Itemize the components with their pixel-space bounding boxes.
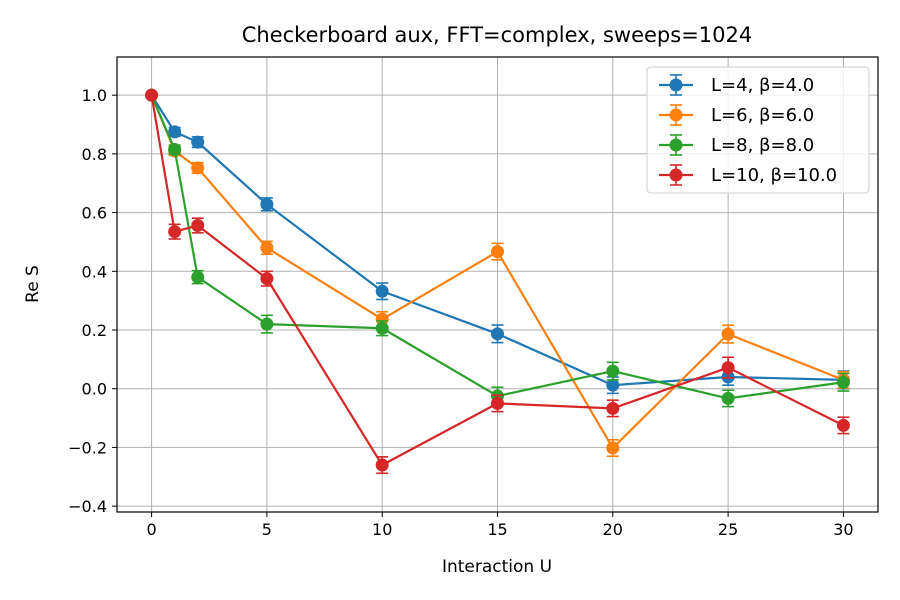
- series-1: [145, 88, 850, 395]
- y-tick-label: 0.8: [82, 145, 107, 164]
- data-point: [836, 375, 850, 389]
- legend-box: [646, 66, 870, 194]
- data-point: [191, 218, 205, 232]
- data-point: [721, 327, 735, 341]
- y-axis-title: Re S: [23, 265, 43, 303]
- legend: L=4, β=4.0 L=6, β=6.0 L=8, β=8.0 L=10, β=10…: [646, 66, 870, 194]
- series-4: [145, 88, 850, 475]
- legend-item: L=4, β=4.0: [659, 74, 814, 96]
- data-point: [491, 327, 504, 341]
- data-point: [375, 321, 389, 335]
- data-point: [491, 396, 504, 410]
- data-point: [721, 391, 735, 405]
- data-point: [375, 458, 389, 472]
- data-point: [721, 361, 735, 375]
- data-point: [145, 88, 159, 102]
- data-point: [191, 270, 205, 284]
- y-tick-label: 0.2: [82, 321, 107, 340]
- data-point: [606, 364, 620, 378]
- y-tick-label: 0.6: [82, 204, 107, 223]
- data-point: [606, 401, 620, 415]
- legend-marker: [669, 168, 683, 182]
- ticks: 0 5 10 15 20 25 30 −0.4 −0.2 0.0 0.2 0.4 0.6 0.8 1.0: [68, 86, 853, 539]
- data-point: [606, 378, 620, 392]
- legend-marker: [669, 138, 683, 152]
- data-point: [375, 284, 389, 298]
- legend-label: L=8, β=8.0: [711, 135, 814, 156]
- data-point: [260, 241, 274, 255]
- legend-label: L=4, β=4.0: [711, 75, 814, 96]
- legend-marker: [669, 108, 683, 122]
- y-tick-label: 0.4: [82, 262, 107, 281]
- data-point: [260, 197, 274, 211]
- data-point: [491, 245, 504, 259]
- x-axis-title: Interaction U: [442, 557, 552, 577]
- x-tick-label: 20: [603, 520, 623, 539]
- data-point: [168, 142, 182, 156]
- data-point: [168, 225, 182, 239]
- legend-label: L=6, β=6.0: [711, 105, 814, 126]
- x-tick-label: 5: [262, 520, 272, 539]
- plot-area: [145, 88, 850, 475]
- data-point: [836, 418, 850, 432]
- chart-title: Checkerboard aux, FFT=complex, sweeps=10…: [242, 23, 753, 47]
- data-point: [606, 441, 620, 455]
- legend-label: L=10, β=10.0: [711, 165, 837, 186]
- y-tick-label: 0.0: [82, 380, 107, 399]
- legend-item: L=6, β=6.0: [659, 104, 814, 126]
- data-point: [191, 161, 205, 175]
- legend-item: L=8, β=8.0: [659, 134, 814, 156]
- y-tick-label: −0.4: [68, 497, 107, 516]
- data-point: [260, 272, 274, 286]
- legend-marker: [669, 78, 683, 92]
- x-tick-label: 30: [833, 520, 853, 539]
- data-point: [375, 312, 389, 326]
- data-point: [168, 125, 182, 139]
- data-point: [260, 317, 274, 331]
- x-tick-label: 15: [487, 520, 507, 539]
- y-tick-label: −0.2: [68, 438, 107, 457]
- data-point: [191, 135, 205, 149]
- legend-item: L=10, β=10.0: [659, 164, 837, 186]
- x-tick-label: 10: [372, 520, 392, 539]
- x-tick-label: 0: [146, 520, 156, 539]
- y-tick-label: 1.0: [82, 86, 107, 105]
- x-tick-label: 25: [718, 520, 738, 539]
